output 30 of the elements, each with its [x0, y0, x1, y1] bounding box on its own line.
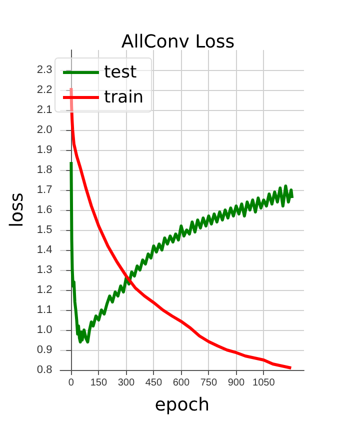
legend-label: train [104, 88, 144, 108]
x-tick-label: 600 [172, 378, 190, 388]
y-axis-title: loss [6, 192, 28, 228]
x-axis-title: epoch [154, 394, 210, 416]
x-tick-label: 150 [90, 378, 108, 388]
y-tick-label: 1.5 [36, 224, 52, 236]
x-tick-label: 750 [200, 378, 218, 388]
x-tick-label: 900 [228, 378, 245, 388]
legend-label: test [104, 62, 137, 82]
y-tick-label: 2.1 [36, 104, 52, 116]
y-tick-label: 1.8 [36, 164, 52, 176]
y-tick-label: 0.8 [36, 364, 52, 376]
x-tick-label: 300 [118, 378, 135, 388]
y-tick-label: 2.0 [36, 124, 52, 136]
y-tick-label: 1.3 [36, 264, 52, 276]
x-tick-label: 1050 [252, 378, 276, 388]
x-tick-label: 450 [145, 378, 162, 388]
x-tick-label: 0 [68, 378, 74, 388]
y-tick-label: 0.9 [36, 344, 52, 356]
y-tick-label: 1.7 [36, 184, 52, 196]
chart-title: AllConv Loss [121, 32, 235, 52]
y-tick-label: 1.6 [36, 204, 52, 216]
line-series [70, 160, 294, 344]
y-tick-label: 1.0 [36, 324, 52, 336]
y-tick-label: 2.2 [36, 84, 52, 96]
y-tick-label: 2.3 [36, 64, 52, 76]
y-tick-label: 1.1 [36, 304, 52, 316]
y-tick-label: 1.9 [36, 144, 52, 156]
y-tick-label: 1.2 [36, 284, 52, 296]
y-tick-label: 1.4 [36, 244, 52, 256]
